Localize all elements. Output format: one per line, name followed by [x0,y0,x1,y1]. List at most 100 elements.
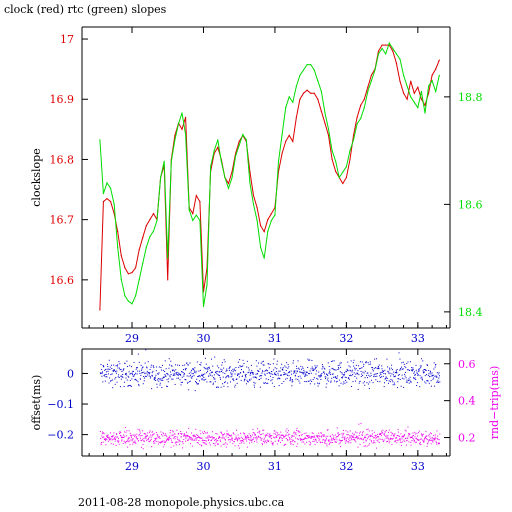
data-point-green [388,42,390,44]
scatter-point-magenta [407,426,409,428]
scatter-point-magenta [160,431,162,433]
scatter-point-blue [414,374,416,376]
scatter-point-magenta [412,437,414,439]
scatter-point-magenta [369,435,371,437]
scatter-point-blue [168,367,170,369]
scatter-point-magenta [263,437,265,439]
scatter-point-magenta [394,433,396,435]
scatter-point-magenta [274,440,276,442]
data-point-green [102,193,105,195]
scatter-point-magenta [99,430,101,432]
scatter-point-blue [200,364,202,366]
scatter-point-blue [228,369,230,371]
scatter-point-magenta [105,440,107,442]
scatter-point-magenta [398,435,400,437]
scatter-point-magenta [288,436,290,438]
scatter-point-magenta [111,436,113,438]
scatter-point-blue [238,366,240,368]
scatter-point-magenta [336,427,338,429]
scatter-point-blue [216,386,218,388]
scatter-point-blue [149,372,151,374]
scatter-point-magenta [276,434,278,436]
scatter-point-blue [358,382,360,384]
scatter-point-magenta [183,433,185,435]
scatter-point-blue [249,373,251,375]
scatter-point-blue [364,370,366,372]
scatter-point-magenta [294,441,296,443]
scatter-point-blue [171,365,173,367]
scatter-point-magenta [114,440,116,442]
scatter-point-magenta [113,432,115,434]
scatter-point-blue [300,368,302,370]
scatter-point-magenta [336,436,338,438]
scatter-point-blue [250,378,252,380]
scatter-point-magenta [288,433,290,435]
data-point-green [127,300,130,302]
scatter-point-magenta [356,437,358,439]
scatter-point-blue [136,367,138,369]
scatter-point-blue [312,369,314,371]
data-point-red [427,92,430,94]
scatter-point-magenta [379,432,381,434]
scatter-point-blue [421,376,423,378]
scatter-point-magenta [400,441,402,443]
scatter-point-blue [340,362,342,364]
scatter-point-blue [262,370,264,372]
scatter-point-blue [100,363,102,365]
scatter-point-blue [331,367,333,369]
scatter-point-blue [105,373,107,375]
scatter-point-magenta [273,436,275,438]
scatter-point-magenta [190,432,192,434]
scatter-point-blue [143,376,145,378]
scatter-point-blue [208,367,210,369]
scatter-point-blue [255,376,257,378]
scatter-point-blue [214,378,216,380]
scatter-point-blue [398,374,400,376]
scatter-point-magenta [115,436,117,438]
scatter-point-magenta [131,437,133,439]
scatter-point-magenta [120,435,122,437]
scatter-point-blue [160,378,162,380]
scatter-point-blue [357,370,359,372]
scatter-point-blue [433,368,435,370]
scatter-point-blue [211,375,213,377]
scatter-point-blue [196,383,198,385]
scatter-point-blue [389,369,391,371]
scatter-point-blue [190,374,192,376]
scatter-point-magenta [265,434,267,436]
scatter-point-blue [253,386,255,388]
scatter-point-blue [272,363,274,365]
scatter-point-blue [434,366,436,368]
scatter-point-blue [344,382,346,384]
scatter-point-blue [204,357,206,359]
scatter-point-magenta [142,448,144,450]
data-point-green [342,171,344,173]
scatter-point-magenta [280,431,282,433]
scatter-point-blue [234,386,236,388]
scatter-point-blue [346,369,348,371]
scatter-point-blue [354,367,356,369]
scatter-point-blue [370,374,372,376]
scatter-point-magenta [270,436,272,438]
y-axis-label: clockslope [30,148,43,206]
scatter-point-blue [259,386,261,388]
scatter-point-blue [262,364,264,366]
scatter-point-magenta [366,445,368,447]
scatter-point-blue [415,364,417,366]
scatter-point-magenta [291,436,293,438]
scatter-point-blue [229,366,231,368]
scatter-point-magenta [357,446,359,448]
data-point-green [167,257,169,259]
scatter-point-blue [136,380,138,382]
scatter-point-magenta [430,437,432,439]
scatter-point-blue [232,378,234,380]
scatter-point-magenta [182,435,184,437]
scatter-point-blue [132,370,134,372]
scatter-point-magenta [142,430,144,432]
scatter-point-blue [356,372,358,374]
scatter-point-magenta [123,437,125,439]
scatter-point-blue [330,381,332,383]
scatter-point-magenta [182,443,184,445]
scatter-point-blue [253,384,255,386]
scatter-point-magenta [303,438,305,440]
